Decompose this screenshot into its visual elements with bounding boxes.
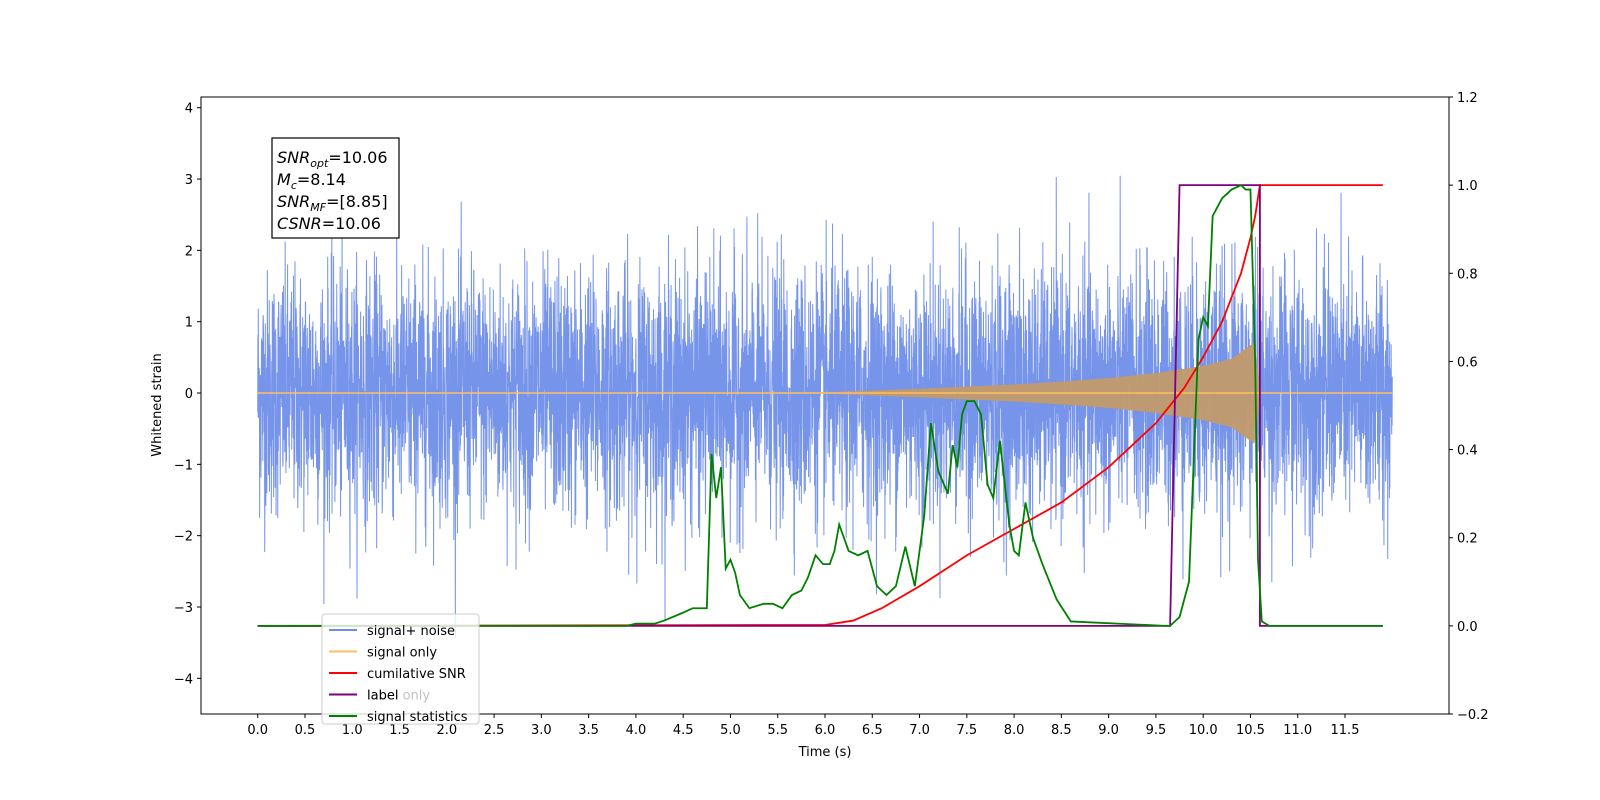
x-axis-label: Time (s) xyxy=(798,745,852,760)
x-tick-label: 7.0 xyxy=(909,723,930,738)
x-tick-label: 11.5 xyxy=(1331,723,1360,738)
x-tick-label: 5.0 xyxy=(720,723,741,738)
legend: signal+ noise signal only cumilative SNR la… xyxy=(321,613,480,725)
y-tick-label: −2 xyxy=(174,530,193,545)
signal-statistics-series xyxy=(257,184,1383,627)
info-line: SNRopt=10.06 xyxy=(277,148,388,170)
x-tick-label: 4.0 xyxy=(626,723,647,738)
y-tick-label: 3 xyxy=(185,173,193,188)
x-tick-label: 3.0 xyxy=(531,723,552,738)
y2-tick-label: 0.6 xyxy=(1457,355,1478,370)
x-tick-label: 7.5 xyxy=(956,723,977,738)
x-tick-label: 0.0 xyxy=(247,723,268,738)
x-tick-label: 6.0 xyxy=(815,723,836,738)
y-tick-label: 4 xyxy=(185,102,193,117)
x-tick-label: 10.0 xyxy=(1189,723,1218,738)
x-tick-label: 8.0 xyxy=(1004,723,1025,738)
legend-label: signal only xyxy=(367,646,437,661)
y-tick-label: −4 xyxy=(174,672,193,687)
y2-tick-label: −0.2 xyxy=(1457,708,1489,723)
y-tick-label: 0 xyxy=(185,387,193,402)
legend-label: signal+ noise xyxy=(367,624,455,639)
x-tick-label: 8.5 xyxy=(1051,723,1072,738)
x-tick-label: 9.0 xyxy=(1098,723,1119,738)
y2-tick-label: 0.2 xyxy=(1457,532,1478,547)
y2-tick-label: 0.0 xyxy=(1457,620,1478,635)
info-line: Mc=8.14 xyxy=(277,170,346,192)
legend-label-hidden: label only xyxy=(367,689,430,704)
y2-tick-label: 0.8 xyxy=(1457,267,1478,282)
x-axis: 0.0 0.5 1.0 1.5 2.0 2.5 3.0 3.5 4.0 4.5 5.0 5.5 6.0 6… xyxy=(247,714,1359,738)
y-tick-label: 2 xyxy=(185,244,193,259)
x-tick-label: 4.5 xyxy=(673,723,694,738)
y-tick-label: 1 xyxy=(185,316,193,331)
y-tick-label: −1 xyxy=(174,458,193,473)
x-tick-label: 10.5 xyxy=(1236,723,1265,738)
x-tick-label: 2.5 xyxy=(484,723,505,738)
legend-label: label xyxy=(367,689,398,704)
y2-tick-label: 1.2 xyxy=(1457,91,1478,106)
x-tick-label: 11.0 xyxy=(1283,723,1312,738)
y-tick-label: −3 xyxy=(174,601,193,616)
x-tick-label: 2.0 xyxy=(436,723,457,738)
legend-frame xyxy=(321,613,480,725)
y-axis-left: −4 −3 −2 −1 0 1 2 3 4 xyxy=(174,102,201,687)
x-tick-label: 6.5 xyxy=(862,723,883,738)
x-tick-label: 5.5 xyxy=(767,723,788,738)
y2-tick-label: 0.4 xyxy=(1457,444,1478,459)
info-box: SNRopt=10.06Mc=8.14SNRMF=[8.85]CSNR=10.0… xyxy=(271,137,400,239)
info-line: SNRMF=[8.85] xyxy=(277,192,388,214)
x-tick-label: 9.5 xyxy=(1146,723,1167,738)
y2-tick-label: 1.0 xyxy=(1457,179,1478,194)
legend-label: cumilative SNR xyxy=(367,667,466,682)
plot-area xyxy=(257,175,1393,637)
legend-label: signal statistics xyxy=(367,710,468,725)
y-axis-right: −0.2 0.0 0.2 0.4 0.6 0.8 1.0 1.2 xyxy=(1449,91,1489,723)
info-line: CSNR=10.06 xyxy=(277,214,381,233)
x-tick-label: 1.0 xyxy=(342,723,363,738)
x-tick-label: 0.5 xyxy=(295,723,316,738)
x-tick-label: 3.5 xyxy=(578,723,599,738)
signal-noise-series xyxy=(257,175,1393,637)
info-box-frame xyxy=(271,137,400,239)
y-axis-label: Whitened strain xyxy=(150,353,165,456)
x-tick-label: 1.5 xyxy=(389,723,410,738)
